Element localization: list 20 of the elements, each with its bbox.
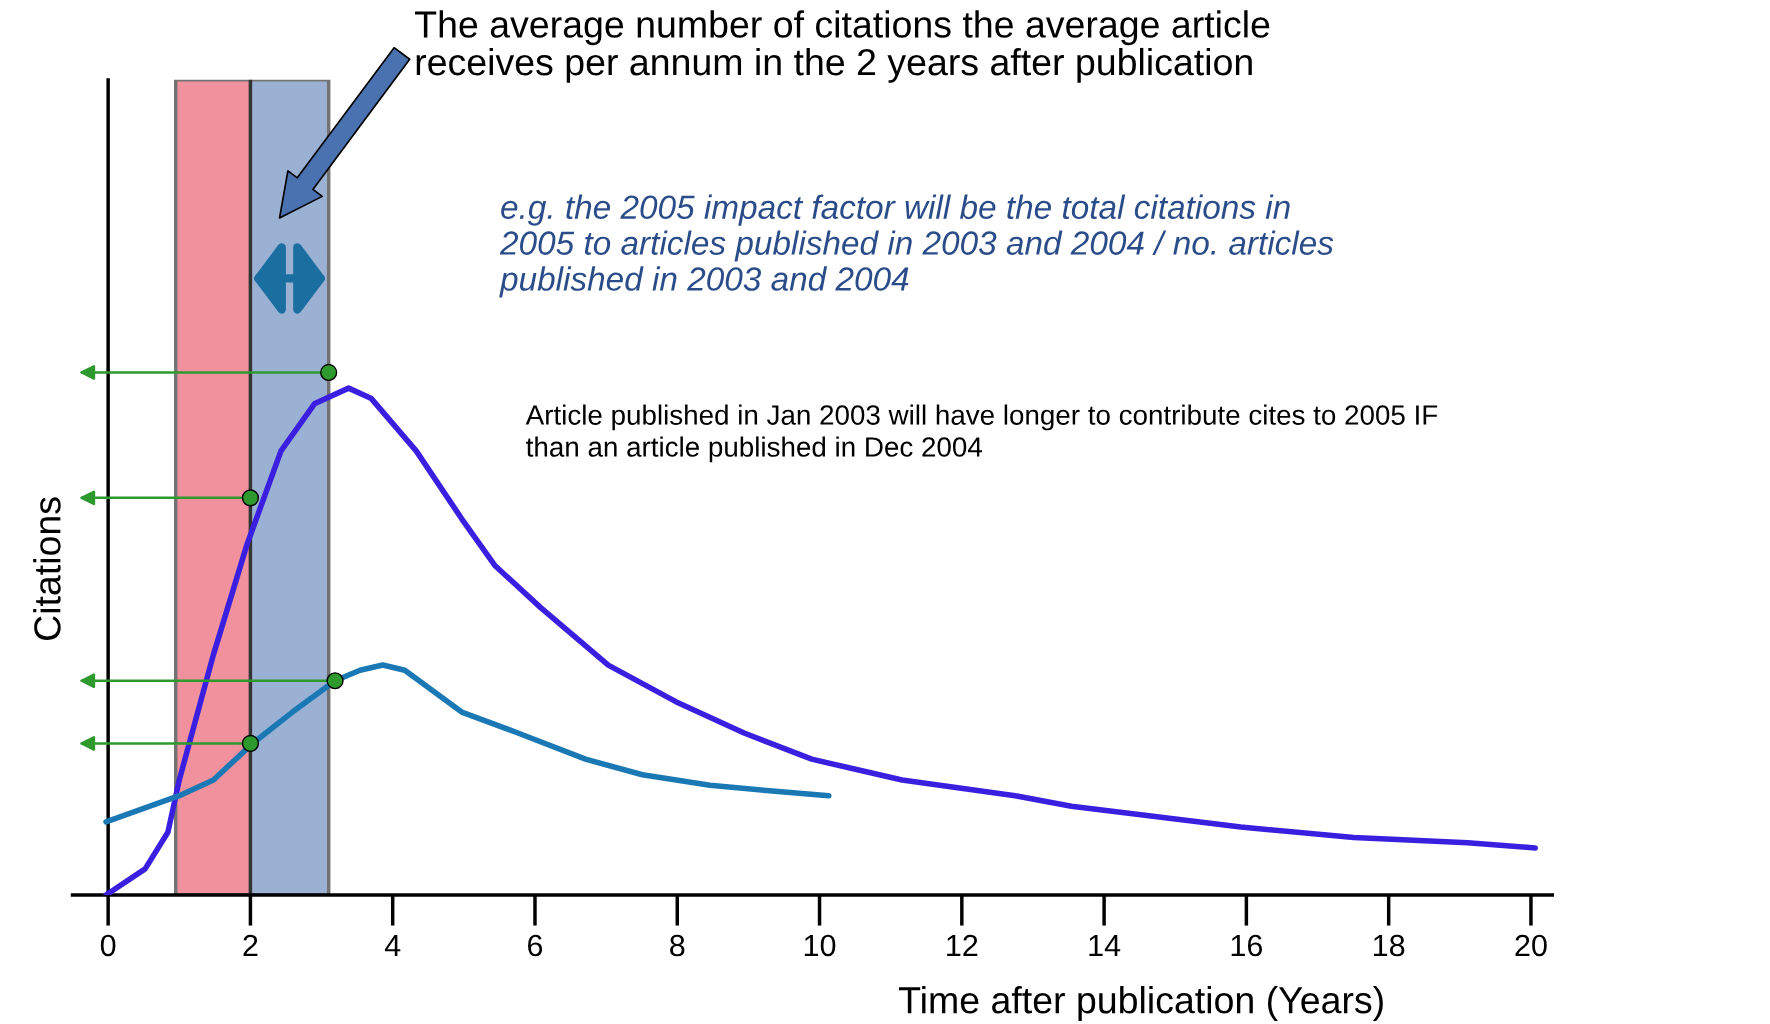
x-tick-label: 14 (1089, 934, 1121, 957)
x-tick-label: 10 (804, 934, 836, 957)
x-tick-label: 18 (1374, 934, 1405, 957)
x-tick-label: 20 (1515, 934, 1547, 957)
text: The average number of citations the average article receives per annum in the 2 years after publication (415, 10, 1270, 83)
x-tick-label: 16 (1231, 934, 1263, 957)
x-axis-title: Time after publication (Years) (899, 985, 1383, 1021)
annotation: Article published in Jan 2003 will have longer to contribute cites to 2005 IF than an article published in Dec 2004 (525, 404, 1438, 463)
x-tick-label: 4 (384, 934, 401, 957)
point (241, 489, 260, 507)
point (320, 363, 338, 382)
x-tick-label: 2 (243, 934, 258, 957)
point (241, 734, 260, 753)
x-tick-label: 8 (670, 934, 685, 957)
y-axis-title: Citations (33, 497, 61, 640)
x-tick-label: 0 (100, 934, 116, 957)
x-tick-label: 6 (528, 934, 543, 957)
x-tick-label: 12 (947, 934, 978, 957)
text: e.g. the 2005 impact factor will be the total citations in 2005 to articles published in 2003 and 2004 / no. articles published in 2003 and 2004 (499, 194, 1334, 298)
point (326, 672, 344, 690)
